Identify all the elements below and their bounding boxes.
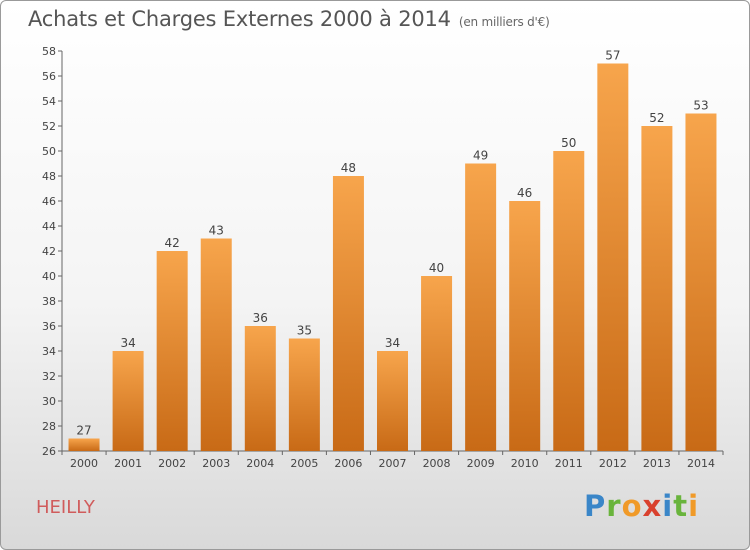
value-label-2014: 53 [693, 99, 708, 113]
bar-2012 [597, 63, 629, 451]
bar-2010 [509, 201, 541, 451]
value-label-2006: 48 [341, 161, 356, 175]
x-tick-label: 2005 [290, 457, 318, 470]
bar-2009 [465, 163, 497, 451]
bar-2014 [685, 113, 717, 451]
bars [68, 63, 717, 451]
proxiti-logo: Proxiti [584, 489, 700, 523]
value-label-2007: 34 [385, 336, 400, 350]
bar-2013 [641, 126, 673, 451]
y-tick-label: 26 [42, 445, 56, 458]
value-label-2001: 34 [120, 336, 135, 350]
value-label-2004: 36 [253, 311, 268, 325]
x-tick-label: 2011 [555, 457, 583, 470]
bar-2011 [553, 151, 585, 451]
value-label-2011: 50 [561, 136, 576, 150]
chart-title: Achats et Charges Externes 2000 à 2014 (e… [28, 7, 550, 31]
x-tick-label: 2000 [70, 457, 98, 470]
value-label-2005: 35 [297, 324, 312, 338]
y-tick-label: 42 [42, 245, 56, 258]
bar-2001 [112, 351, 144, 451]
bar-2002 [156, 251, 188, 451]
bar-2005 [288, 338, 320, 451]
y-tick-label: 54 [42, 95, 56, 108]
bar-2003 [200, 238, 232, 451]
y-tick-label: 36 [42, 320, 56, 333]
y-tick-label: 52 [42, 120, 56, 133]
commune-name: HEILLY [36, 497, 95, 518]
y-tick-label: 38 [42, 295, 56, 308]
x-tick-label: 2010 [511, 457, 539, 470]
bar-2007 [377, 351, 408, 451]
x-tick-label: 2014 [687, 457, 715, 470]
y-tick-label: 28 [42, 420, 56, 433]
x-tick-label: 2003 [202, 457, 230, 470]
bar-2000 [68, 438, 100, 451]
bar-2008 [421, 276, 453, 451]
y-tick-label: 50 [42, 145, 56, 158]
x-tick-label: 2007 [379, 457, 407, 470]
y-tick-label: 40 [42, 270, 56, 283]
y-tick-label: 30 [42, 395, 56, 408]
value-label-2000: 27 [76, 424, 91, 438]
y-tick-label: 44 [42, 220, 56, 233]
x-tick-label: 2008 [423, 457, 451, 470]
y-tick-label: 32 [42, 370, 56, 383]
value-label-2010: 46 [517, 186, 532, 200]
value-label-2009: 49 [473, 149, 488, 163]
y-tick-label: 34 [42, 345, 56, 358]
value-label-2013: 52 [649, 111, 664, 125]
bar-2006 [332, 176, 364, 451]
value-label-2008: 40 [429, 261, 444, 275]
x-tick-label: 2013 [643, 457, 671, 470]
value-label-2002: 42 [165, 236, 180, 250]
value-labels: 27 34 42 43 36 35 48 34 40 49 46 50 57 52 53 [76, 49, 708, 438]
value-label-2003: 43 [209, 224, 224, 238]
x-tick-label: 2012 [599, 457, 627, 470]
x-tick-label: 2002 [158, 457, 186, 470]
y-tick-label: 58 [42, 45, 56, 58]
x-tick-label: 2006 [334, 457, 362, 470]
axes: 26 28 30 32 34 36 38 40 42 44 46 48 50 52 54 56 58 2000 20… [42, 45, 724, 470]
x-tick-label: 2001 [114, 457, 142, 470]
y-tick-label: 56 [42, 70, 56, 83]
chart-title-text: Achats et Charges Externes 2000 à 2014 [28, 7, 451, 31]
y-tick-label: 46 [42, 195, 56, 208]
x-tick-label: 2004 [246, 457, 274, 470]
value-label-2012: 57 [605, 49, 620, 63]
bar-2004 [244, 326, 276, 451]
x-tick-label: 2009 [467, 457, 495, 470]
chart-unit: (en milliers d'€) [458, 15, 550, 29]
y-tick-label: 48 [42, 170, 56, 183]
